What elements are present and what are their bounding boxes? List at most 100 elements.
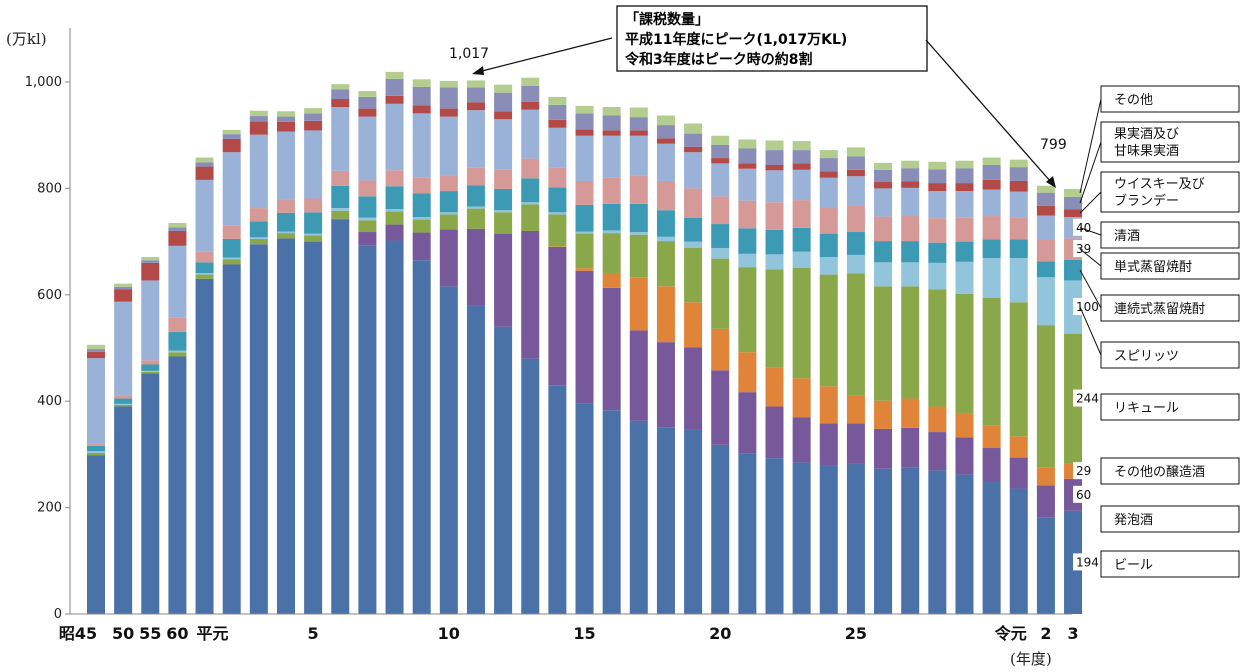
y-tick-label: 600	[37, 288, 62, 303]
bar-segment	[466, 185, 485, 207]
bar-segment	[602, 115, 621, 131]
bar-segment	[711, 224, 730, 248]
legend-label-line: 甘味果実酒	[1114, 143, 1179, 159]
bar-segment	[195, 179, 214, 252]
bar-segment	[711, 247, 730, 259]
bar-segment	[819, 386, 838, 424]
bar-segment	[358, 108, 377, 117]
value-label-bg	[1073, 462, 1096, 480]
bar-segment	[575, 105, 594, 114]
bar-segment	[548, 385, 567, 614]
x-tick-label: 20	[709, 624, 731, 643]
bar-segment	[901, 241, 920, 263]
bar-segment	[466, 206, 485, 209]
bar-segment	[792, 150, 811, 164]
bar-segment	[792, 169, 811, 201]
bar-segment	[846, 395, 865, 424]
legend-label: 単式蒸留焼酎	[1114, 259, 1192, 275]
legend-connector	[1079, 227, 1102, 236]
legend-connector	[1079, 98, 1102, 194]
legend-box	[1100, 252, 1240, 280]
bar-segment	[738, 168, 757, 201]
bar-segment	[1064, 196, 1083, 210]
value-label: 29	[1076, 464, 1091, 478]
bar-segment	[412, 217, 431, 220]
bar-segment	[331, 107, 350, 171]
bar-segment	[87, 358, 105, 444]
bar-segment	[765, 229, 784, 255]
bar-segment	[141, 370, 160, 372]
bar-stack	[141, 257, 160, 614]
value-label: 39	[1076, 242, 1091, 256]
bar-segment	[955, 261, 974, 294]
bar-segment	[955, 437, 974, 475]
bar-segment	[276, 111, 295, 117]
bar-segment	[331, 170, 350, 186]
bar-segment	[928, 262, 947, 290]
bar-segment	[358, 180, 377, 197]
legend-label: スピリッツ	[1114, 349, 1179, 364]
bar-segment	[901, 427, 920, 468]
bar-segment	[494, 84, 513, 93]
bar-segment	[439, 229, 458, 287]
bar-segment	[928, 432, 947, 471]
bar-segment	[141, 280, 160, 361]
bar-segment	[141, 360, 160, 365]
bar-segment	[1036, 261, 1055, 278]
bar-segment	[819, 177, 838, 208]
bar-segment	[87, 455, 105, 614]
bar-segment	[765, 458, 784, 614]
bar-segment	[846, 463, 865, 614]
bar-segment	[358, 91, 377, 97]
last-bar-value: 244	[1073, 389, 1104, 407]
bar-segment	[1009, 191, 1028, 218]
bar-segment	[656, 210, 675, 237]
bar-segment	[222, 134, 241, 139]
bar-segment	[1009, 436, 1028, 458]
bar-segment	[901, 160, 920, 169]
bar-segment	[874, 216, 893, 242]
bar-segment	[629, 130, 648, 136]
bar-segment	[575, 231, 594, 234]
bar-stack	[656, 115, 675, 614]
bar-segment	[738, 352, 757, 393]
bar-segment	[846, 273, 865, 396]
bar-segment	[1009, 167, 1028, 181]
bar-segment	[494, 169, 513, 189]
bar-stack	[874, 162, 893, 614]
bar-segment	[548, 96, 567, 105]
bar-segment	[955, 241, 974, 262]
value-label-bg	[1073, 298, 1104, 316]
bar-segment	[928, 169, 947, 184]
bar-segment	[331, 210, 350, 219]
x-tick-label: 令元	[994, 624, 1027, 643]
bar-segment	[629, 107, 648, 118]
bar-segment	[982, 157, 1001, 165]
bar-segment	[955, 413, 974, 438]
bar-segment	[494, 212, 513, 234]
x-tick-label: 25	[845, 624, 867, 643]
bar-segment	[466, 80, 485, 88]
bar-segment	[711, 370, 730, 445]
bar-segment	[168, 317, 187, 333]
peak-callout: 1,017	[449, 46, 489, 62]
bar-stack	[114, 283, 133, 614]
bar-segment	[955, 474, 974, 614]
bar-stack	[602, 107, 621, 614]
bar-segment	[1036, 485, 1055, 518]
bar-segment	[1009, 239, 1028, 259]
bar-segment	[602, 230, 621, 234]
bar-stack	[358, 91, 377, 614]
bar-segment	[494, 188, 513, 211]
bar-segment	[358, 96, 377, 109]
bar-segment	[684, 152, 703, 189]
bar-segment	[276, 121, 295, 132]
bar-segment	[1009, 180, 1028, 192]
bar-segment	[168, 352, 187, 357]
bar-segment	[331, 84, 350, 90]
bar-segment	[87, 443, 105, 446]
legend-label: 果実酒及び甘味果実酒	[1114, 126, 1179, 159]
bar-segment	[304, 233, 323, 236]
legend-box	[1100, 85, 1240, 113]
